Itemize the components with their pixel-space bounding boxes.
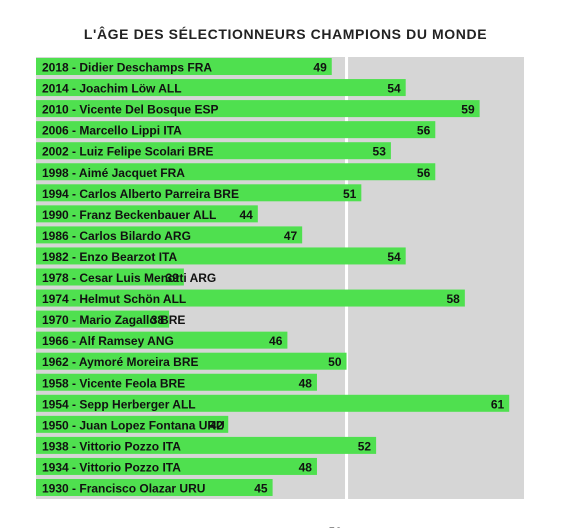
bar	[36, 479, 273, 496]
bar	[36, 457, 317, 475]
bar-label: 1974 - Helmut Schön ALL	[42, 292, 186, 306]
bar	[36, 289, 465, 307]
bar	[36, 352, 347, 370]
value-label: 56	[417, 166, 431, 180]
bar-label: 2002 - Luiz Felipe Scolari BRE	[42, 145, 213, 159]
bar-label: 1978 - Cesar Luis Menotti ARG	[42, 271, 216, 285]
bar	[36, 58, 332, 75]
bar	[36, 394, 510, 412]
bar	[36, 184, 362, 202]
bar	[36, 247, 406, 265]
value-label: 48	[299, 460, 313, 474]
value-label: 52	[358, 439, 372, 453]
bar	[36, 226, 303, 244]
value-label: 45	[254, 482, 268, 496]
bar-label: 1958 - Vicente Feola BRE	[42, 376, 185, 390]
value-label: 49	[313, 61, 327, 75]
bar-label: 1938 - Vittorio Pozzo ITA	[42, 439, 181, 453]
bar-label: 1998 - Aimé Jacquet FRA	[42, 166, 185, 180]
bar-label: 2006 - Marcello Lippi ITA	[42, 124, 182, 138]
bar	[36, 310, 170, 328]
bar	[36, 373, 317, 391]
value-label: 44	[239, 208, 253, 222]
bar	[36, 268, 184, 286]
value-label: 54	[387, 82, 401, 96]
bar-label: 1994 - Carlos Alberto Parreira BRE	[42, 187, 239, 201]
value-label: 56	[417, 124, 431, 138]
value-label: 61	[491, 397, 505, 411]
bar-label: 1970 - Mario Zagallo BRE	[42, 313, 185, 327]
reference-line	[345, 57, 349, 499]
bar-label: 1966 - Alf Ramsey ANG	[42, 334, 174, 348]
bar	[36, 331, 288, 349]
chart-title: L'ÂGE DES SÉLECTIONNEURS CHAMPIONS DU MO…	[83, 26, 488, 42]
value-label: 51	[343, 187, 357, 201]
bar-label: 1962 - Aymoré Moreira BRE	[42, 355, 199, 369]
bar-label: 1950 - Juan Lopez Fontana URU	[42, 418, 225, 432]
value-label: 53	[373, 145, 387, 159]
bar-label: 1930 - Francisco Olazar URU	[42, 482, 205, 496]
bar	[36, 142, 391, 160]
value-label: 50	[328, 355, 342, 369]
value-label: 39	[166, 271, 180, 285]
value-label: 46	[269, 334, 283, 348]
bar-label: 1934 - Vittorio Pozzo ITA	[42, 460, 181, 474]
bar	[36, 121, 436, 139]
bar	[36, 205, 258, 223]
bar-label: 1986 - Carlos Bilardo ARG	[42, 229, 191, 243]
value-label: 58	[446, 292, 460, 306]
bar-label: 1982 - Enzo Bearzot ITA	[42, 250, 177, 264]
value-label: 42	[210, 418, 224, 432]
value-label: 38	[151, 313, 165, 327]
bar	[36, 100, 480, 118]
bar-label: 1990 - Franz Beckenbauer ALL	[42, 208, 216, 222]
bar	[36, 415, 229, 433]
bar-label: 2018 - Didier Deschamps FRA	[42, 61, 212, 75]
bar	[36, 436, 377, 454]
value-label: 59	[461, 103, 475, 117]
bar	[36, 163, 436, 181]
bar-label: 2014 - Joachim Löw ALL	[42, 82, 182, 96]
bar-label: 2010 - Vicente Del Bosque ESP	[42, 103, 219, 117]
value-label: 48	[299, 376, 313, 390]
value-label: 47	[284, 229, 298, 243]
bar-label: 1954 - Sepp Herberger ALL	[42, 397, 196, 411]
value-label: 54	[387, 250, 401, 264]
bar	[36, 79, 406, 97]
reference-line-label: 50 ans	[329, 525, 365, 528]
